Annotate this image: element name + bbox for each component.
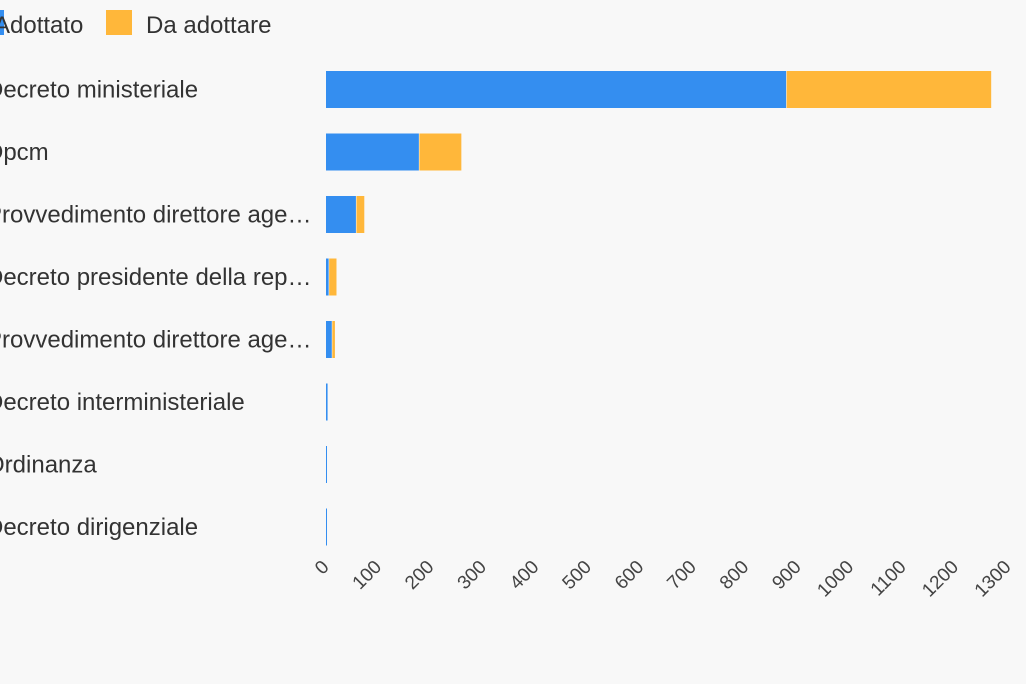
x-tick-label: 1100 xyxy=(867,557,911,601)
x-tick-label: 100 xyxy=(349,557,386,594)
category-label: Decreto presidente della rep… xyxy=(0,264,312,291)
legend: Adottato Da adottare xyxy=(0,10,271,39)
x-tick-label: 1300 xyxy=(971,557,1016,602)
bar-segment[interactable] xyxy=(329,258,337,296)
bar-segment[interactable] xyxy=(419,133,462,171)
x-axis-ticks: 0 100 200 300 400 500 600 700 800 900 1000 1100 1200… xyxy=(311,557,1015,602)
x-tick-label: 700 xyxy=(663,557,700,594)
bar-segment[interactable] xyxy=(326,71,787,108)
legend-swatch xyxy=(0,10,4,35)
category-label: Ordinanza xyxy=(0,452,97,479)
legend-swatch xyxy=(106,10,132,35)
bar-segment[interactable] xyxy=(786,71,992,108)
bar-segment[interactable] xyxy=(326,321,333,358)
x-tick-label: 800 xyxy=(716,557,753,594)
x-tick-label: 400 xyxy=(506,557,543,594)
category-label: Dpcm xyxy=(0,139,49,166)
x-tick-label: 200 xyxy=(401,557,438,594)
category-labels: Decreto ministeriale Dpcm Provvedimento di… xyxy=(0,77,312,542)
x-tick-label: 600 xyxy=(611,557,648,594)
bar-segment[interactable] xyxy=(326,196,357,233)
bar-segment[interactable] xyxy=(326,446,327,483)
x-tick-label: 300 xyxy=(454,557,491,594)
category-label: Decreto interministeriale xyxy=(0,389,245,416)
bar-segment[interactable] xyxy=(326,258,330,296)
bar-segment[interactable] xyxy=(326,383,328,421)
x-tick-label: 1000 xyxy=(813,557,858,602)
x-tick-label: 0 xyxy=(311,557,333,579)
category-label: Provvedimento direttore age… xyxy=(0,202,312,229)
bar-segment[interactable] xyxy=(326,133,420,171)
legend-label[interactable]: Adottato xyxy=(0,12,83,39)
bar-segment[interactable] xyxy=(356,196,365,233)
x-tick-label: 500 xyxy=(559,557,596,594)
bar-segment[interactable] xyxy=(326,508,327,546)
x-tick-label: 1200 xyxy=(918,557,963,602)
legend-label[interactable]: Da adottare xyxy=(146,12,271,39)
category-label: Decreto ministeriale xyxy=(0,77,198,104)
x-tick-label: 900 xyxy=(768,557,805,594)
bars xyxy=(326,71,992,546)
bar-segment[interactable] xyxy=(332,321,335,358)
category-label: Decreto dirigenziale xyxy=(0,514,198,541)
category-label: Provvedimento direttore age… xyxy=(0,327,312,354)
